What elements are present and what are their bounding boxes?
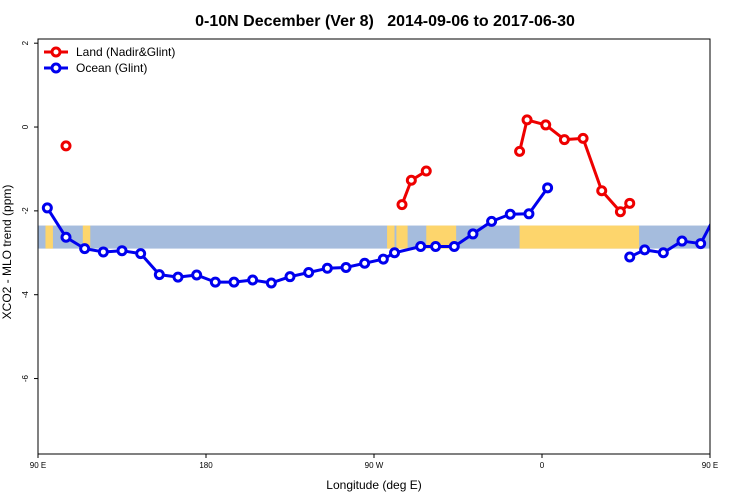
ocean-point-2: [79, 243, 91, 255]
y-tick-label-0: 2: [21, 40, 30, 45]
x-tick-label-0: 90 E: [30, 461, 46, 470]
land-point-2: [405, 174, 417, 186]
land-patch-2: [387, 225, 395, 249]
x-tick-label-3: 0: [540, 461, 545, 470]
x-axis-label: Longitude (deg E): [326, 478, 421, 492]
x-axis: 90 E 180 90 W 0 90 E: [30, 454, 718, 470]
ocean-point-30: [657, 247, 669, 259]
ocean-point-24: [486, 215, 498, 227]
background-band: [38, 225, 747, 249]
land-point-6: [540, 119, 552, 131]
series-land: [60, 114, 636, 218]
land-point-0: [60, 140, 72, 152]
ocean-point-7: [172, 271, 184, 283]
ocean-point-12: [265, 277, 277, 289]
legend-land-marker: [50, 46, 62, 58]
ocean-point-3: [97, 246, 109, 258]
land-point-10: [614, 206, 626, 218]
ocean-point-5: [135, 248, 147, 260]
ocean-point-33: [715, 204, 723, 212]
land-point-3: [420, 165, 432, 177]
ocean-point-14: [303, 266, 315, 278]
ocean-point-6: [153, 269, 165, 281]
series-ocean: [41, 182, 742, 289]
land-point-1: [396, 199, 408, 211]
x-tick-label-2: 90 W: [365, 461, 384, 470]
land-point-8: [577, 132, 589, 144]
ocean-point-21: [430, 241, 442, 252]
y-tick-label-1: 0: [21, 124, 30, 129]
ocean-point-11: [247, 274, 259, 286]
y-tick-label-2: -2: [21, 207, 30, 215]
ocean-point-19: [389, 247, 401, 259]
y-tick-label-4: -6: [21, 374, 30, 382]
land-point-5: [521, 114, 533, 126]
ocean-point-34: [734, 233, 742, 241]
legend-ocean-marker: [50, 62, 62, 74]
chart-title: 0-10N December (Ver 8) 2014-09-06 to 201…: [195, 13, 575, 30]
ocean-point-18: [377, 253, 389, 265]
y-tick-label-3: -4: [21, 291, 30, 299]
land-line-segment-2: [518, 118, 631, 214]
y-axis: 2 0 -2 -4 -6: [21, 40, 38, 382]
legend-land-label: Land (Nadir&Glint): [76, 45, 175, 59]
land-patch-6: [732, 226, 747, 249]
ocean-point-28: [624, 251, 636, 263]
land-point-9: [596, 185, 608, 197]
x-tick-label-4: 90 E: [702, 461, 718, 470]
ocean-point-10: [228, 276, 240, 288]
ocean-point-4: [116, 245, 128, 257]
legend-ocean-label: Ocean (Glint): [76, 61, 147, 75]
ocean-point-31: [676, 235, 688, 247]
land-patch-3: [396, 225, 408, 249]
legend: Land (Nadir&Glint) Ocean (Glint): [44, 45, 175, 75]
land-patch-0: [45, 225, 53, 249]
ocean-point-1: [60, 231, 72, 243]
ocean-point-8: [191, 269, 203, 281]
y-axis-label: XCO2 - MLO trend (ppm): [0, 185, 14, 320]
ocean-point-25: [504, 208, 516, 220]
ocean-line-segment-0: [46, 186, 549, 285]
land-point-7: [558, 134, 570, 146]
land-patch-1: [82, 225, 91, 249]
ocean-point-27: [542, 182, 554, 194]
ocean-point-23: [467, 228, 479, 240]
ocean-point-20: [415, 241, 427, 252]
ocean-point-32: [695, 238, 707, 250]
ocean-point-15: [321, 262, 333, 274]
land-patch-5: [519, 225, 640, 249]
land-point-4: [514, 145, 526, 157]
ocean-point-26: [523, 208, 535, 220]
land-point-11: [624, 197, 636, 209]
ocean-point-13: [284, 271, 296, 283]
ocean-point-29: [639, 244, 651, 256]
ocean-point-17: [359, 257, 371, 269]
x-tick-label-1: 180: [199, 461, 213, 470]
ocean-point-9: [209, 276, 221, 288]
ocean-point-22: [448, 241, 460, 252]
ocean-point-16: [340, 261, 352, 273]
ocean-point-0: [41, 202, 53, 214]
series-layer: [41, 114, 742, 289]
